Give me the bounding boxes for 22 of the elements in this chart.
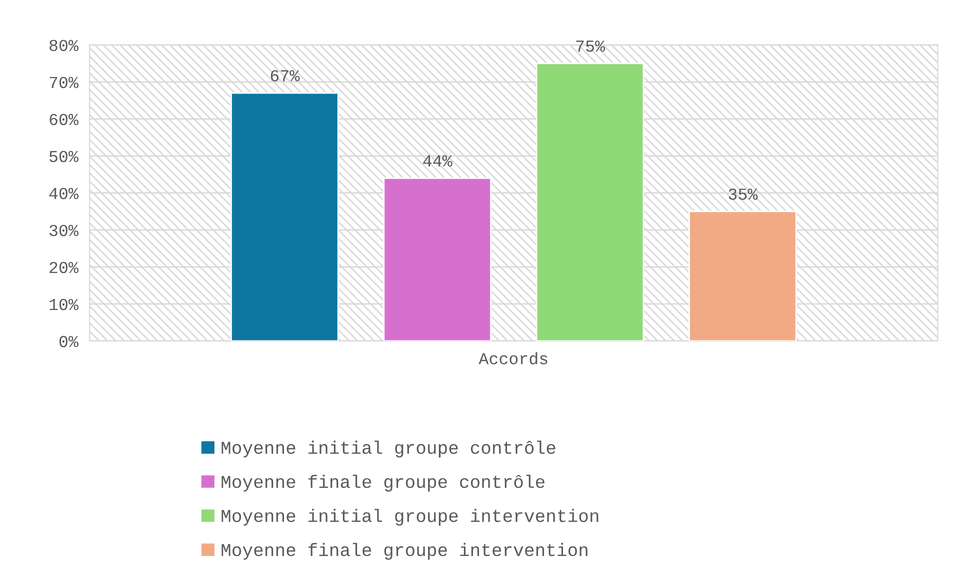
- legend-label: Moyenne finale groupe contrôle: [222, 474, 544, 492]
- y-tick-label: 80%: [50, 40, 78, 52]
- bar: [536, 62, 644, 341]
- bar: [230, 92, 339, 341]
- legend-label: Moyenne finale groupe intervention: [222, 542, 588, 560]
- legend-label: Moyenne initial groupe intervention: [222, 508, 598, 526]
- data-label: 44%: [423, 155, 452, 166]
- y-tick-label: 70%: [50, 76, 78, 88]
- y-tick-label: 10%: [50, 298, 78, 310]
- y-tick-label: 60%: [50, 114, 78, 126]
- y-tick-label: 50%: [50, 150, 78, 162]
- y-tick-label: 20%: [50, 262, 78, 274]
- bar: [383, 177, 492, 341]
- y-tick-label: 40%: [49, 188, 78, 200]
- y-tick-label: 0%: [59, 336, 78, 348]
- data-label: 75%: [576, 40, 606, 52]
- data-label: 35%: [728, 188, 758, 200]
- legend-label: Moyenne initial groupe contrôle: [222, 440, 556, 458]
- data-label: 67%: [270, 70, 300, 82]
- x-tick-label: Accords: [478, 352, 548, 364]
- bar: [688, 210, 797, 341]
- y-tick-label: 30%: [50, 224, 78, 236]
